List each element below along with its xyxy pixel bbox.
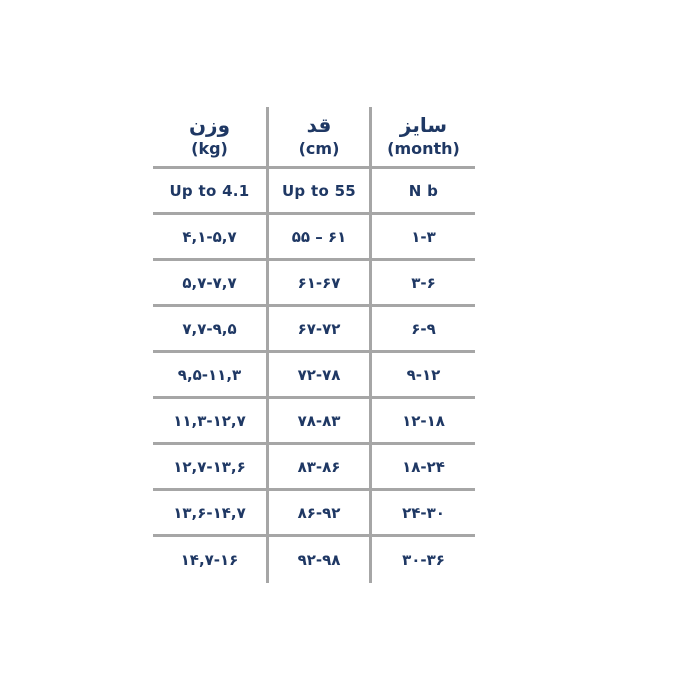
table-cell-weight: ۷,۷-۹,۵ xyxy=(153,307,269,353)
table-cell-height: ۹۲-۹۸ xyxy=(269,537,372,583)
column-unit-size: (month) xyxy=(387,139,460,159)
column-unit-weight: (kg) xyxy=(191,139,228,159)
column-title-weight: وزن xyxy=(188,113,230,138)
table-cell-size: ۳۰-۳۶ xyxy=(402,551,445,569)
table-cell-height: ۶۱-۶۷ xyxy=(269,261,372,307)
size-chart-table: وزن (kg) قد (cm) سایز (month) Up to 4.1 Up to 5… xyxy=(153,107,475,583)
table-cell-weight: ۱۴,۷-۱۶ xyxy=(153,537,269,583)
table-cell-weight: ۱۳,۶-۱۴,۷ xyxy=(153,491,269,537)
table-cell-height: ۸۶-۹۲ xyxy=(269,491,372,537)
table-cell-height: ۷۸-۸۳ xyxy=(269,399,372,445)
table-cell-height: ۵۵ – ۶۱ xyxy=(269,215,372,261)
column-header-size: سایز (month) xyxy=(372,107,475,169)
table-cell-weight: Up to 4.1 xyxy=(153,169,269,215)
table-cell-height: ۶۷-۷۲ xyxy=(269,307,372,353)
column-header-weight: وزن (kg) xyxy=(153,107,269,169)
table-cell-weight: ۱۲,۷-۱۳,۶ xyxy=(153,445,269,491)
table-cell-weight: ۹,۵-۱۱,۳ xyxy=(153,353,269,399)
table-cell-weight: ۴,۱-۵,۷ xyxy=(153,215,269,261)
table-cell-height: ۷۲-۷۸ xyxy=(269,353,372,399)
table-cell-size: ۱۲-۱۸ xyxy=(372,399,475,445)
table-cell-size: ۹-۱۲ xyxy=(372,353,475,399)
table-cell-weight: ۱۱,۳-۱۲,۷ xyxy=(153,399,269,445)
column-header-height: قد (cm) xyxy=(269,107,372,169)
table-cell-size: ۲۴-۳۰ xyxy=(372,491,475,537)
table-cell-size: N b xyxy=(372,169,475,215)
column-unit-height: (cm) xyxy=(298,139,340,159)
column-title-size: سایز xyxy=(399,113,448,138)
table-cell-size: ۱-۳ xyxy=(372,215,475,261)
column-title-height: قد xyxy=(306,113,332,138)
table-cell-size: ۳-۶ xyxy=(372,261,475,307)
table-cell-size: ۱۸-۲۴ xyxy=(372,445,475,491)
table-cell-height: Up to 55 xyxy=(269,169,372,215)
table-cell-weight: ۵,۷-۷,۷ xyxy=(153,261,269,307)
table-cell-size: ۶-۹ xyxy=(372,307,475,353)
table-cell-height: ۸۳-۸۶ xyxy=(269,445,372,491)
